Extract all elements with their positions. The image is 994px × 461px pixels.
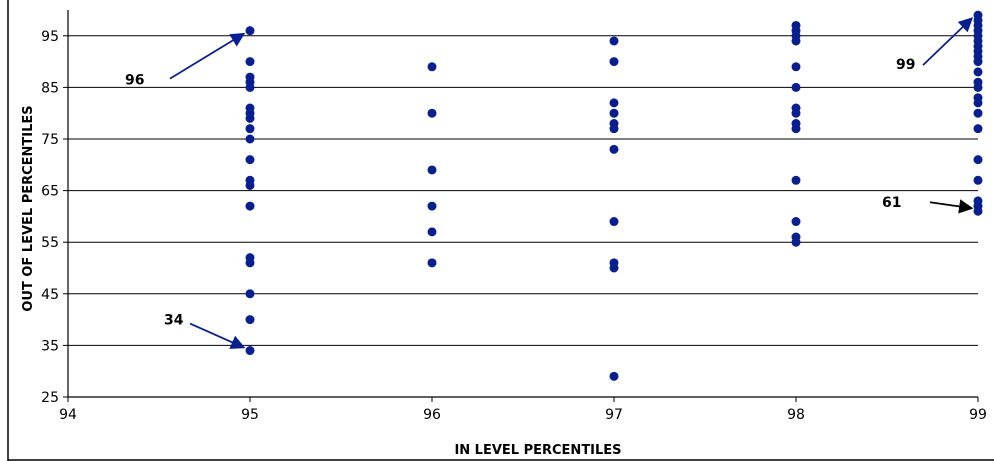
data-point [246, 124, 255, 133]
gridlines [68, 36, 978, 346]
annotation-arrow [170, 34, 244, 79]
data-point [610, 109, 619, 118]
y-tick-label: 45 [41, 287, 59, 303]
data-point [246, 135, 255, 144]
data-point [792, 238, 801, 247]
data-point [246, 26, 255, 35]
data-point [246, 57, 255, 66]
data-point [428, 227, 437, 236]
data-point [610, 217, 619, 226]
data-point [792, 83, 801, 92]
y-tick-labels: 25 35 45 55 65 75 85 95 [41, 29, 68, 406]
data-point [246, 202, 255, 211]
data-point [974, 98, 983, 107]
data-point [610, 124, 619, 133]
annotation-label-61: 61 [882, 195, 901, 211]
y-tick-label: 35 [41, 338, 59, 354]
y-tick-label: 25 [41, 390, 59, 406]
data-point [428, 258, 437, 267]
data-point [792, 36, 801, 45]
x-tick-label: 97 [605, 407, 623, 423]
data-point [974, 67, 983, 76]
data-point [246, 181, 255, 190]
y-tick-label: 75 [41, 132, 59, 148]
chart-frame [8, 0, 994, 461]
data-point [246, 258, 255, 267]
data-point [428, 62, 437, 71]
x-tick-label: 94 [59, 407, 77, 423]
y-axis-title: OUT OF LEVEL PERCENTILES [21, 105, 36, 311]
data-point [428, 202, 437, 211]
data-point [246, 83, 255, 92]
data-point [428, 165, 437, 174]
annotation-arrow [923, 18, 972, 65]
annotation-arrow [930, 202, 972, 208]
y-tick-label: 85 [41, 80, 59, 96]
x-tick-label: 95 [241, 407, 259, 423]
data-point [792, 109, 801, 118]
data-point [246, 289, 255, 298]
x-tick-label: 98 [787, 407, 805, 423]
x-tick-labels: 94 95 96 97 98 99 [59, 397, 987, 423]
data-point [246, 114, 255, 123]
annotation-arrow [190, 324, 244, 348]
data-point [792, 176, 801, 185]
x-axis-title: IN LEVEL PERCENTILES [454, 443, 621, 458]
data-point [610, 36, 619, 45]
x-tick-label: 96 [423, 407, 441, 423]
data-point [792, 124, 801, 133]
data-point [974, 207, 983, 216]
data-point [974, 155, 983, 164]
annotation-label-99: 99 [896, 57, 915, 73]
data-point [246, 315, 255, 324]
data-point [428, 109, 437, 118]
y-tick-label: 95 [41, 29, 59, 45]
data-point [974, 109, 983, 118]
axes [68, 10, 978, 397]
data-point [610, 145, 619, 154]
x-tick-label: 99 [969, 407, 987, 423]
y-tick-label: 65 [41, 184, 59, 200]
data-point [792, 217, 801, 226]
data-point [974, 176, 983, 185]
data-points [246, 11, 983, 381]
data-point [974, 57, 983, 66]
data-point [792, 62, 801, 71]
data-point [246, 155, 255, 164]
y-tick-label: 55 [41, 235, 59, 251]
data-point [610, 57, 619, 66]
data-point [974, 83, 983, 92]
data-point [610, 264, 619, 273]
data-point [974, 124, 983, 133]
data-point [610, 372, 619, 381]
data-point [610, 98, 619, 107]
annotation-label-96: 96 [125, 73, 144, 89]
annotation-label-34: 34 [164, 313, 184, 329]
data-point [246, 346, 255, 355]
